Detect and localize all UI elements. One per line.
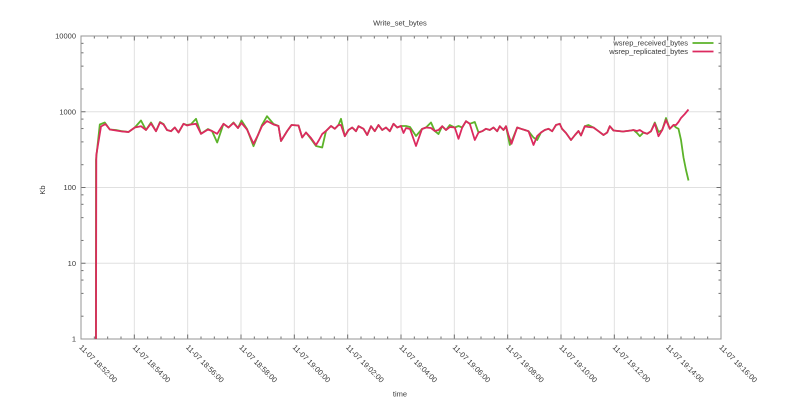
svg-text:Kb: Kb	[38, 185, 47, 194]
svg-text:10: 10	[68, 259, 76, 268]
svg-text:Write_set_bytes: Write_set_bytes	[373, 19, 427, 28]
svg-text:1000: 1000	[59, 108, 76, 117]
svg-text:wsrep_replicated_bytes: wsrep_replicated_bytes	[608, 47, 688, 56]
svg-text:100: 100	[63, 183, 76, 192]
svg-text:time: time	[393, 389, 407, 398]
svg-text:10000: 10000	[55, 32, 76, 41]
svg-text:1: 1	[72, 335, 76, 344]
svg-text:wsrep_received_bytes: wsrep_received_bytes	[612, 39, 688, 48]
